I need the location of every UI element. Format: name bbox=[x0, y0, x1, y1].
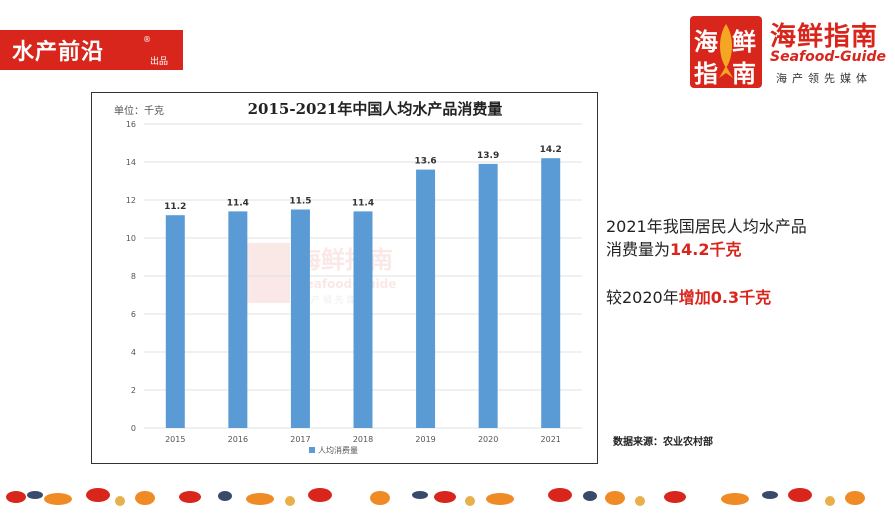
chart-title: 2015-2021年中国人均水产品消费量 bbox=[248, 100, 503, 118]
legend-label: 人均消费量 bbox=[318, 445, 358, 455]
brand-left-name: 水产前沿 bbox=[12, 40, 105, 65]
brand-right-tagline: 海产领先媒体 bbox=[776, 72, 872, 85]
x-tick-label: 2019 bbox=[415, 435, 435, 444]
y-tick-label: 8 bbox=[131, 272, 136, 281]
y-tick-label: 16 bbox=[126, 120, 136, 129]
x-tick-label: 2021 bbox=[541, 435, 561, 444]
summary-text: 较2020年 bbox=[606, 288, 679, 307]
bar bbox=[353, 211, 373, 428]
summary-line-3: 较2020年增加0.3千克 bbox=[606, 284, 771, 308]
watermark-logo bbox=[242, 243, 290, 303]
watermark-en: Seafood-Guide bbox=[297, 277, 396, 291]
summary-line-2: 消费量为14.2千克 bbox=[606, 236, 742, 260]
data-label: 11.2 bbox=[164, 202, 186, 212]
summary-text: 消费量为 bbox=[606, 240, 671, 259]
logo-char: 指 bbox=[694, 60, 718, 88]
watermark: 海鲜指南 Seafood-Guide 海 产 领 先 媒 体 bbox=[242, 243, 396, 306]
data-label: 11.5 bbox=[289, 197, 311, 207]
bar bbox=[416, 169, 436, 428]
bar bbox=[228, 211, 248, 428]
fish-icon bbox=[719, 24, 733, 78]
y-tick-label: 4 bbox=[131, 348, 136, 357]
unit-label: 单位：千克 bbox=[114, 104, 164, 117]
summary-highlight: 14.2千克 bbox=[670, 240, 742, 259]
brand-right-en: Seafood-Guide bbox=[770, 49, 886, 65]
seafood-border bbox=[6, 488, 865, 506]
bar bbox=[541, 158, 561, 428]
chart-frame: 海鲜指南 Seafood-Guide 海 产 领 先 媒 体 单位：千克 201… bbox=[91, 92, 598, 464]
data-label: 11.4 bbox=[227, 198, 249, 208]
x-tick-label: 2020 bbox=[478, 435, 498, 444]
bar-chart: 海鲜指南 Seafood-Guide 海 产 领 先 媒 体 单位：千克 201… bbox=[114, 100, 582, 455]
logo-char: 海 bbox=[694, 28, 718, 56]
y-tick-label: 6 bbox=[131, 310, 136, 319]
bar bbox=[165, 215, 185, 428]
brand-right-title: 海鲜指南 bbox=[770, 22, 879, 52]
summary-text: 2021年我国居民人均水产品 bbox=[606, 217, 807, 236]
watermark-title: 海鲜指南 bbox=[297, 246, 393, 274]
data-label: 13.9 bbox=[477, 151, 499, 161]
x-tick-label: 2017 bbox=[290, 435, 310, 444]
brand-left-registered-mark: ® bbox=[143, 35, 151, 44]
bar bbox=[290, 209, 310, 428]
x-tick-label: 2015 bbox=[165, 435, 185, 444]
y-tick-label: 0 bbox=[131, 424, 136, 433]
brand-left-sub: 出品 bbox=[150, 57, 169, 67]
x-tick-label: 2018 bbox=[353, 435, 373, 444]
logo-char: 南 bbox=[732, 60, 756, 88]
bars: 11.2 2015 11.4 2016 11.5 2017 11.4 2018 13.6 2019… bbox=[164, 145, 562, 444]
legend: 人均消费量 bbox=[309, 445, 358, 455]
data-label: 11.4 bbox=[352, 198, 374, 208]
y-tick-label: 2 bbox=[131, 386, 136, 395]
y-tick-label: 12 bbox=[126, 196, 136, 205]
y-tick-label: 14 bbox=[126, 158, 136, 167]
summary-highlight: 增加0.3千克 bbox=[678, 288, 772, 307]
data-label: 13.6 bbox=[414, 157, 436, 167]
x-tick-label: 2016 bbox=[228, 435, 248, 444]
legend-swatch bbox=[309, 447, 315, 453]
y-tick-label: 10 bbox=[126, 234, 136, 243]
summary-line-1: 2021年我国居民人均水产品 bbox=[606, 213, 807, 237]
data-source: 数据来源：农业农村部 bbox=[613, 437, 713, 448]
brand-banner-left: 水产前沿 ® 出品 bbox=[0, 30, 183, 70]
seafood-guide-logo: 海 鲜 指 南 bbox=[690, 16, 762, 88]
watermark-tag: 海 产 领 先 媒 体 bbox=[299, 294, 367, 306]
data-label: 14.2 bbox=[540, 145, 562, 155]
logo-char: 鲜 bbox=[732, 28, 756, 56]
bar bbox=[478, 163, 498, 428]
